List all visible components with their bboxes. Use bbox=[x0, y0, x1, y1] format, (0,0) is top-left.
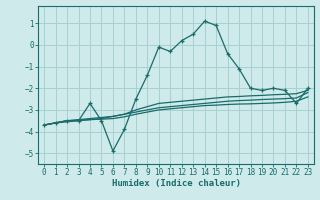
X-axis label: Humidex (Indice chaleur): Humidex (Indice chaleur) bbox=[111, 179, 241, 188]
